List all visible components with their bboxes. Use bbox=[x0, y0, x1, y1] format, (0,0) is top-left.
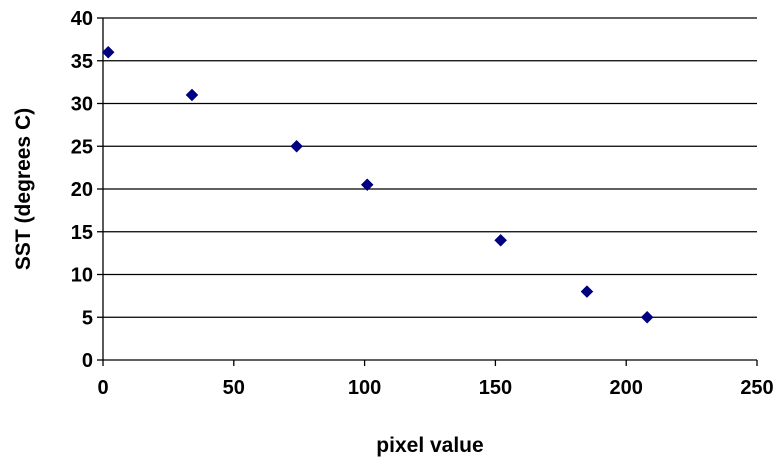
x-tick-labels: 0 50 100 150 200 250 bbox=[97, 377, 773, 399]
data-point bbox=[101, 45, 115, 59]
data-point bbox=[360, 178, 374, 192]
data-point bbox=[580, 285, 594, 298]
data-point bbox=[185, 88, 199, 102]
x-tick-label: 200 bbox=[610, 377, 643, 399]
gridlines bbox=[103, 17, 757, 318]
y-tick-label: 0 bbox=[82, 350, 93, 372]
axes bbox=[97, 17, 758, 366]
y-tick-label: 5 bbox=[82, 307, 93, 329]
data-point bbox=[494, 233, 507, 247]
y-axis-label: SST (degrees C) bbox=[12, 108, 35, 270]
x-tick-label: 250 bbox=[740, 377, 773, 399]
y-tick-label: 35 bbox=[71, 51, 93, 73]
y-tick-label: 20 bbox=[71, 179, 93, 201]
x-axis-label: pixel value bbox=[376, 434, 483, 457]
y-tick-labels: 0 5 10 15 20 25 30 35 40 bbox=[71, 8, 93, 372]
x-tick-label: 150 bbox=[479, 377, 512, 399]
data-points bbox=[101, 45, 654, 324]
x-tick-label: 100 bbox=[348, 377, 381, 399]
x-tick-label: 0 bbox=[97, 377, 108, 399]
data-point bbox=[640, 310, 654, 324]
data-point bbox=[290, 139, 303, 153]
y-tick-label: 30 bbox=[71, 94, 93, 116]
y-tick-label: 40 bbox=[71, 8, 93, 30]
y-tick-label: 25 bbox=[71, 136, 93, 158]
x-tick-label: 50 bbox=[223, 377, 245, 399]
y-tick-label: 10 bbox=[71, 265, 93, 287]
y-tick-label: 15 bbox=[71, 222, 93, 244]
